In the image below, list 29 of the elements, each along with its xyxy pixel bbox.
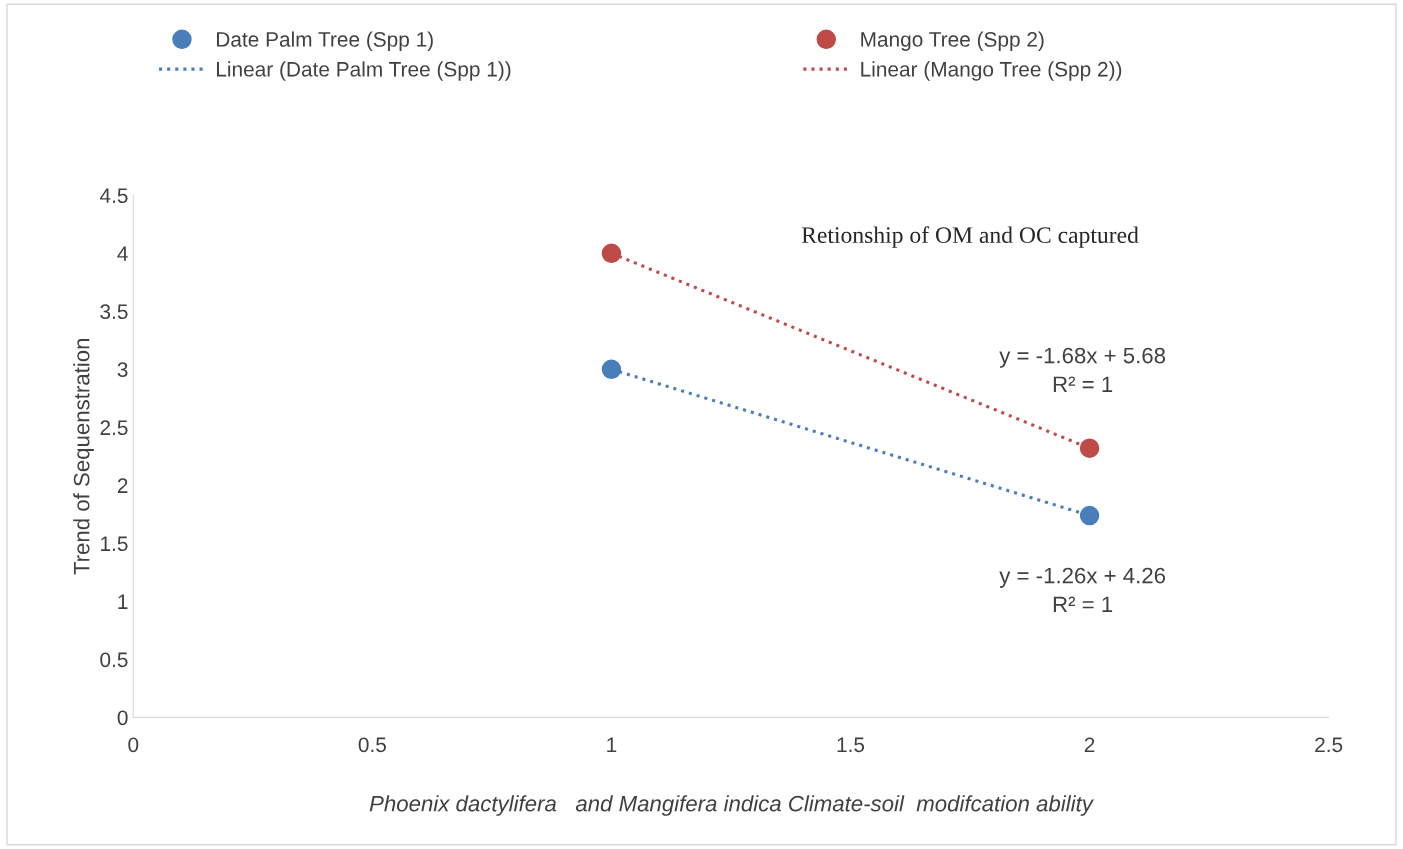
x-tick-label: 1 — [607, 737, 617, 752]
y-tick-label: 1.5 — [101, 536, 128, 552]
y-tick-label: 0.5 — [100, 652, 128, 668]
y-tick-label: 2.5 — [100, 420, 128, 436]
x-tick-label: 2 — [1084, 737, 1095, 752]
point — [601, 243, 622, 264]
x-tick-label: 0 — [128, 737, 139, 753]
legend-label: Linear (Mango Tree (Spp 2)) — [861, 61, 1122, 81]
y-axis-title: Trend of Sequenstration — [73, 338, 94, 575]
x-tick-label: 1.5 — [837, 737, 865, 753]
legend-label: Mango Tree (Spp 2) — [861, 31, 1044, 51]
legend-label: Linear (Date Palm Tree (Spp 1)) — [217, 61, 511, 81]
x-axis-title: Phoenix dactylifera and Mangifera indica Climate-soil modifcation ability — [369, 795, 1095, 816]
x-tick-label: 0.5 — [358, 737, 386, 753]
y-tick-label: 3 — [117, 362, 128, 378]
annotation: Retionship of OM and OC captured — [801, 226, 1139, 248]
y-tick-label: 3.5 — [100, 304, 128, 320]
annotation: y = -1.26x + 4.26 R² = 1 — [999, 567, 1166, 613]
legend-label: Date Palm Tree (Spp 1) — [217, 31, 433, 51]
y-tick-label: 1 — [118, 594, 128, 609]
y-tick-label: 0 — [117, 710, 128, 726]
y-tick-label: 4.5 — [99, 188, 128, 204]
point — [1079, 505, 1100, 526]
point — [601, 359, 622, 380]
y-tick-label: 2 — [117, 478, 128, 493]
annotation: y = -1.68x + 5.68 R² = 1 — [999, 347, 1166, 392]
point — [1079, 438, 1100, 458]
x-tick-label: 2.5 — [1315, 737, 1343, 753]
y-tick-label: 4 — [117, 246, 128, 261]
